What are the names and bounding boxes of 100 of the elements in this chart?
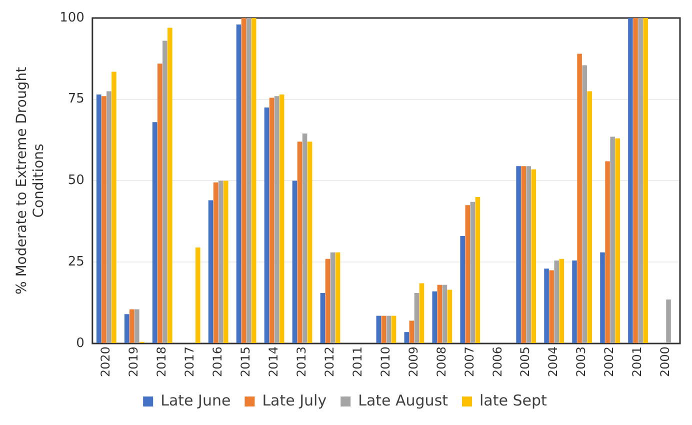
x-tick-label: 2002	[602, 346, 616, 378]
bar	[241, 18, 246, 343]
y-tick-label: 100	[60, 10, 84, 26]
legend-label: Late June	[160, 391, 231, 410]
legend-label: Late August	[358, 391, 448, 410]
bar	[638, 18, 643, 343]
bar	[124, 314, 130, 343]
bar	[101, 96, 106, 343]
bar	[157, 64, 162, 343]
bar	[391, 316, 396, 343]
bar	[208, 200, 214, 343]
y-axis-title: % Moderate to Extreme Drought Conditions	[14, 66, 47, 295]
bar	[320, 293, 326, 343]
bar	[381, 316, 386, 343]
bar	[544, 268, 549, 343]
x-tick-label: 2019	[126, 346, 141, 378]
bar	[218, 180, 224, 343]
bar	[666, 300, 671, 343]
bar	[236, 24, 242, 343]
bar	[615, 138, 620, 343]
bar	[610, 136, 615, 343]
legend-label: late Sept	[480, 391, 548, 410]
bar	[582, 65, 587, 343]
bar	[409, 320, 414, 343]
x-tick-label: 2009	[406, 346, 420, 378]
bar	[531, 169, 536, 343]
bar	[292, 180, 298, 343]
bar	[432, 291, 438, 343]
bar	[96, 94, 102, 343]
bar	[106, 91, 112, 343]
bar	[554, 260, 559, 343]
bar	[587, 91, 592, 343]
bar	[251, 18, 256, 343]
bar	[335, 252, 340, 343]
x-tick-label: 2003	[574, 346, 588, 378]
bar	[134, 309, 140, 343]
bar	[196, 247, 200, 343]
bar	[129, 309, 134, 343]
bar	[302, 134, 308, 343]
bar	[274, 96, 280, 343]
x-tick-label: 2006	[490, 346, 504, 378]
x-tick-label: 2007	[462, 346, 476, 378]
bar	[223, 180, 228, 343]
x-tick-label: 2000	[658, 346, 672, 378]
bar	[162, 40, 168, 343]
bar	[577, 54, 582, 343]
bar	[168, 28, 172, 343]
bar	[572, 260, 577, 343]
y-tick-label: 75	[68, 92, 84, 107]
x-tick-label: 2015	[238, 346, 252, 378]
bar	[419, 283, 424, 343]
bar	[516, 166, 521, 343]
x-tick-label: 2012	[322, 346, 336, 378]
bar	[376, 316, 382, 343]
bar	[264, 108, 270, 343]
bar	[246, 18, 252, 343]
legend-label: Late July	[262, 391, 327, 410]
x-tick-label: 2017	[182, 346, 196, 378]
bar	[269, 98, 274, 343]
bar	[643, 18, 648, 343]
bar	[414, 293, 420, 343]
x-tick-label: 2005	[518, 346, 532, 378]
bar	[307, 142, 312, 343]
bar	[460, 236, 465, 343]
x-tick-label: 2014	[266, 346, 280, 378]
bar	[447, 290, 452, 343]
bar	[386, 316, 392, 343]
x-tick-label: 2018	[154, 346, 168, 378]
bar	[213, 182, 218, 343]
x-tick-label: 2010	[378, 346, 392, 378]
bar	[633, 18, 638, 343]
x-tick-label: 2013	[294, 346, 308, 378]
bar	[297, 142, 302, 343]
bar	[628, 18, 633, 343]
bar	[404, 332, 410, 343]
bar	[152, 122, 158, 343]
bar	[470, 202, 476, 343]
bar	[330, 252, 336, 343]
x-tick-label: 2011	[350, 346, 364, 378]
bar	[549, 270, 554, 343]
bar	[475, 197, 480, 343]
x-tick-label: 2008	[434, 346, 448, 378]
x-tick-label: 2004	[546, 346, 560, 378]
bar	[526, 166, 532, 343]
y-tick-label: 25	[68, 254, 84, 270]
bar	[437, 284, 442, 343]
x-tick-label: 2020	[98, 346, 113, 378]
y-tick-label: 50	[68, 173, 84, 188]
bar	[600, 252, 605, 343]
bar	[112, 72, 116, 343]
x-tick-label: 2016	[210, 346, 224, 378]
bar	[442, 284, 448, 343]
bar	[279, 94, 284, 343]
bar	[559, 258, 564, 343]
bar	[521, 166, 526, 343]
y-tick-label: 0	[76, 336, 84, 351]
bar	[465, 205, 470, 343]
bar	[325, 258, 330, 343]
bar	[605, 161, 610, 343]
x-tick-label: 2001	[630, 346, 644, 378]
